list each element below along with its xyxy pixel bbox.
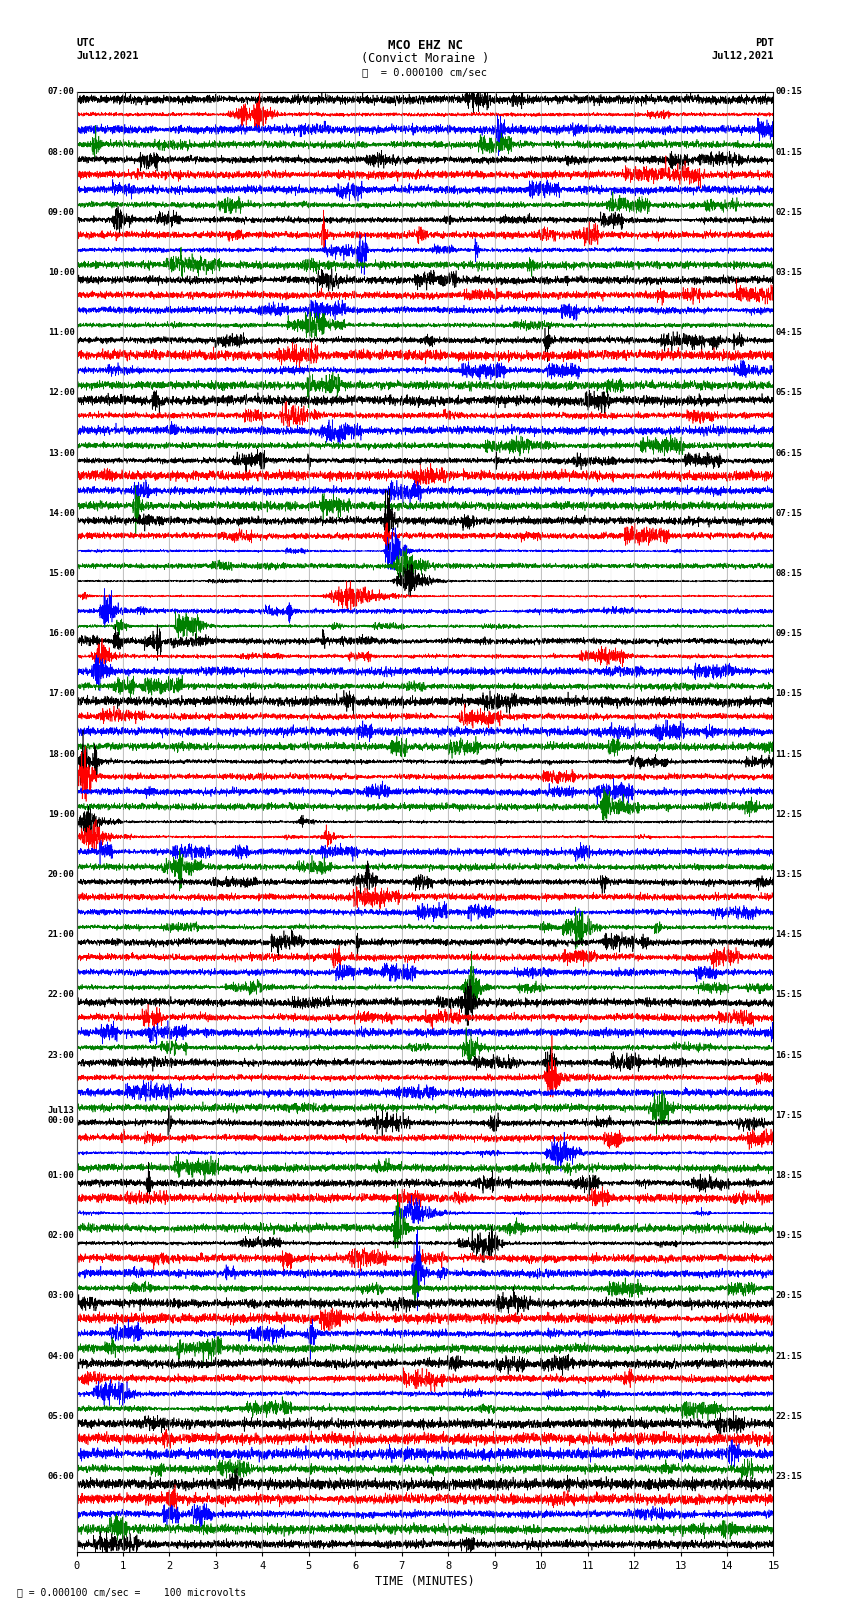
Text: 03:15: 03:15 [775, 268, 802, 277]
Text: PDT: PDT [755, 39, 774, 48]
Text: 07:15: 07:15 [775, 508, 802, 518]
Text: 13:15: 13:15 [775, 869, 802, 879]
Text: 18:00: 18:00 [48, 750, 75, 758]
Text: Jul13
00:00: Jul13 00:00 [48, 1105, 75, 1124]
Text: 22:15: 22:15 [775, 1411, 802, 1421]
Text: ⎯ = 0.000100 cm/sec =    100 microvolts: ⎯ = 0.000100 cm/sec = 100 microvolts [17, 1587, 246, 1597]
Text: 03:00: 03:00 [48, 1292, 75, 1300]
Text: ⎯  = 0.000100 cm/sec: ⎯ = 0.000100 cm/sec [362, 68, 488, 77]
Text: 09:00: 09:00 [48, 208, 75, 216]
Text: 12:00: 12:00 [48, 389, 75, 397]
Text: (Convict Moraine ): (Convict Moraine ) [361, 52, 489, 65]
Text: 14:15: 14:15 [775, 931, 802, 939]
Text: 15:15: 15:15 [775, 990, 802, 1000]
Text: 16:15: 16:15 [775, 1050, 802, 1060]
Text: 19:15: 19:15 [775, 1231, 802, 1240]
Text: 11:15: 11:15 [775, 750, 802, 758]
Text: 20:15: 20:15 [775, 1292, 802, 1300]
Text: 00:15: 00:15 [775, 87, 802, 97]
Text: 10:15: 10:15 [775, 689, 802, 698]
Text: 04:15: 04:15 [775, 327, 802, 337]
Text: 08:15: 08:15 [775, 569, 802, 577]
Text: Jul12,2021: Jul12,2021 [711, 52, 774, 61]
Text: 13:00: 13:00 [48, 448, 75, 458]
Text: 07:00: 07:00 [48, 87, 75, 97]
Text: 01:00: 01:00 [48, 1171, 75, 1181]
Text: 04:00: 04:00 [48, 1352, 75, 1361]
Text: 09:15: 09:15 [775, 629, 802, 639]
Text: UTC: UTC [76, 39, 95, 48]
Text: 19:00: 19:00 [48, 810, 75, 819]
Text: 05:15: 05:15 [775, 389, 802, 397]
Text: Jul12,2021: Jul12,2021 [76, 52, 139, 61]
Text: 06:00: 06:00 [48, 1473, 75, 1481]
Text: MCO EHZ NC: MCO EHZ NC [388, 39, 462, 52]
Text: 17:00: 17:00 [48, 689, 75, 698]
Text: 21:15: 21:15 [775, 1352, 802, 1361]
Text: 01:15: 01:15 [775, 148, 802, 156]
Text: 12:15: 12:15 [775, 810, 802, 819]
Text: 06:15: 06:15 [775, 448, 802, 458]
Text: 21:00: 21:00 [48, 931, 75, 939]
Text: 20:00: 20:00 [48, 869, 75, 879]
Text: 18:15: 18:15 [775, 1171, 802, 1181]
X-axis label: TIME (MINUTES): TIME (MINUTES) [375, 1574, 475, 1587]
Text: 11:00: 11:00 [48, 327, 75, 337]
Text: 08:00: 08:00 [48, 148, 75, 156]
Text: 05:00: 05:00 [48, 1411, 75, 1421]
Text: 15:00: 15:00 [48, 569, 75, 577]
Text: 14:00: 14:00 [48, 508, 75, 518]
Text: 22:00: 22:00 [48, 990, 75, 1000]
Text: 10:00: 10:00 [48, 268, 75, 277]
Text: 23:00: 23:00 [48, 1050, 75, 1060]
Text: 02:00: 02:00 [48, 1231, 75, 1240]
Text: 17:15: 17:15 [775, 1111, 802, 1119]
Text: 23:15: 23:15 [775, 1473, 802, 1481]
Text: 16:00: 16:00 [48, 629, 75, 639]
Text: 02:15: 02:15 [775, 208, 802, 216]
